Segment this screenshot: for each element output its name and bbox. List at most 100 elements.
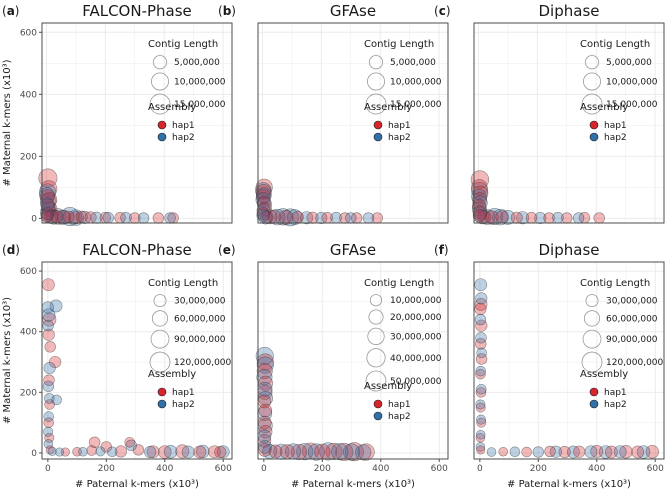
size-legend-key xyxy=(583,310,601,327)
assembly-legend: Assembly hap1 hap2 xyxy=(148,369,196,410)
assembly-legend-label: hap2 xyxy=(604,133,627,143)
panel-label-open: ( xyxy=(218,4,223,18)
size-legend-label: 10,000,000 xyxy=(606,77,658,87)
panel-title: GFAse xyxy=(330,2,376,20)
panel-border xyxy=(473,261,665,460)
point-hap2 xyxy=(509,446,521,457)
point-hap1 xyxy=(43,417,54,428)
y-tick-label: 0 xyxy=(31,449,37,459)
point-hap1 xyxy=(498,446,508,457)
point-hap2 xyxy=(476,347,487,359)
point-hap1 xyxy=(152,212,165,224)
point-hap1 xyxy=(86,445,97,456)
panel-label-letter: d xyxy=(7,243,16,257)
assembly-legend-title: Assembly xyxy=(364,381,412,392)
point-hap1 xyxy=(114,445,127,458)
point-hap1 xyxy=(256,195,271,210)
point-hap2 xyxy=(345,212,357,224)
y-tick-label: 200 xyxy=(20,152,37,162)
panel-label-letter: b xyxy=(223,4,232,18)
data-points xyxy=(255,346,375,462)
size-legend-key xyxy=(581,351,603,373)
point-hap1 xyxy=(472,209,486,223)
size-legend-label: 120,000,000 xyxy=(174,358,232,368)
assembly-legend-label: hap1 xyxy=(388,121,411,131)
panel-label-letter: e xyxy=(223,243,231,257)
point-hap1 xyxy=(43,374,55,386)
point-hap2 xyxy=(49,299,63,313)
assembly-legend-key-hap2 xyxy=(589,399,599,409)
panel-label-close: ) xyxy=(231,243,236,257)
x-tick-label: 200 xyxy=(314,464,331,474)
point-hap2 xyxy=(572,212,585,224)
point-hap2 xyxy=(42,319,54,332)
size-legend-key xyxy=(366,348,386,368)
size-legend-label: 15,000,000 xyxy=(606,100,658,110)
panel-label-open: ( xyxy=(434,243,439,257)
size-legend: Contig Length 5,000,000 10,000,000 15,000,0… xyxy=(364,39,442,115)
point-hap2 xyxy=(355,444,372,461)
point-hap1 xyxy=(214,445,227,459)
size-legend: Contig Length 5,000,000 10,000,000 15,000,0… xyxy=(580,39,658,115)
data-points xyxy=(255,178,383,227)
size-legend-label: 10,000,000 xyxy=(174,77,226,87)
assembly-legend-key-hap1 xyxy=(373,399,383,409)
size-legend-key xyxy=(585,294,599,308)
size-legend-title: Contig Length xyxy=(364,39,434,50)
x-tick-label: 200 xyxy=(530,464,547,474)
x-tick-label: 600 xyxy=(215,464,232,474)
point-hap2 xyxy=(362,212,375,224)
size-legend-key xyxy=(365,93,387,115)
assembly-legend-title: Assembly xyxy=(364,102,412,113)
y-tick-label: 0 xyxy=(31,214,37,224)
point-hap2 xyxy=(532,446,544,458)
panel-background xyxy=(474,262,664,459)
panel-label: (a) xyxy=(2,4,19,18)
size-legend-label: 20,000,000 xyxy=(390,313,442,323)
point-hap1 xyxy=(42,328,55,341)
point-hap2 xyxy=(120,212,132,224)
data-points xyxy=(41,278,230,459)
point-hap2 xyxy=(475,292,488,305)
size-legend-title: Contig Length xyxy=(364,278,434,289)
size-legend-title: Contig Length xyxy=(148,39,218,50)
point-hap1 xyxy=(475,319,488,332)
point-hap2 xyxy=(476,414,486,425)
point-hap2 xyxy=(476,384,487,395)
assembly-legend-title: Assembly xyxy=(148,369,196,380)
panel-background xyxy=(474,23,664,223)
point-hap2 xyxy=(474,278,488,292)
x-axis-label: # Paternal k-mers (x10³) xyxy=(291,479,415,490)
size-legend-key xyxy=(367,327,385,346)
assembly-legend-key-hap1 xyxy=(157,387,167,397)
point-hap2 xyxy=(475,399,486,410)
size-legend-key xyxy=(149,351,171,373)
point-hap1 xyxy=(476,445,486,455)
y-tick-label: 400 xyxy=(20,328,37,338)
panel-label: (f) xyxy=(434,243,449,257)
size-legend-label: 5,000,000 xyxy=(390,58,436,68)
point-hap2 xyxy=(500,209,516,225)
point-hap1 xyxy=(146,445,160,459)
assembly-legend-label: hap1 xyxy=(604,121,627,131)
point-hap1 xyxy=(256,363,273,380)
panel-title: GFAse xyxy=(330,241,376,259)
panel-label-open: ( xyxy=(2,4,7,18)
size-legend-label: 15,000,000 xyxy=(174,100,226,110)
assembly-legend-key-hap1 xyxy=(589,120,599,130)
point-hap1 xyxy=(471,179,488,196)
size-legend-label: 10,000,000 xyxy=(390,296,442,306)
panel-border xyxy=(473,22,665,224)
point-hap1 xyxy=(325,442,343,460)
point-hap2 xyxy=(137,212,150,224)
point-hap2 xyxy=(164,212,176,224)
size-legend: Contig Length 30,000,000 60,000,000 90,000,… xyxy=(148,278,232,373)
point-hap2 xyxy=(102,212,114,224)
point-hap1 xyxy=(593,212,605,224)
point-hap1 xyxy=(544,445,556,458)
assembly-legend-key-hap1 xyxy=(157,120,167,130)
size-legend-key xyxy=(581,93,603,115)
